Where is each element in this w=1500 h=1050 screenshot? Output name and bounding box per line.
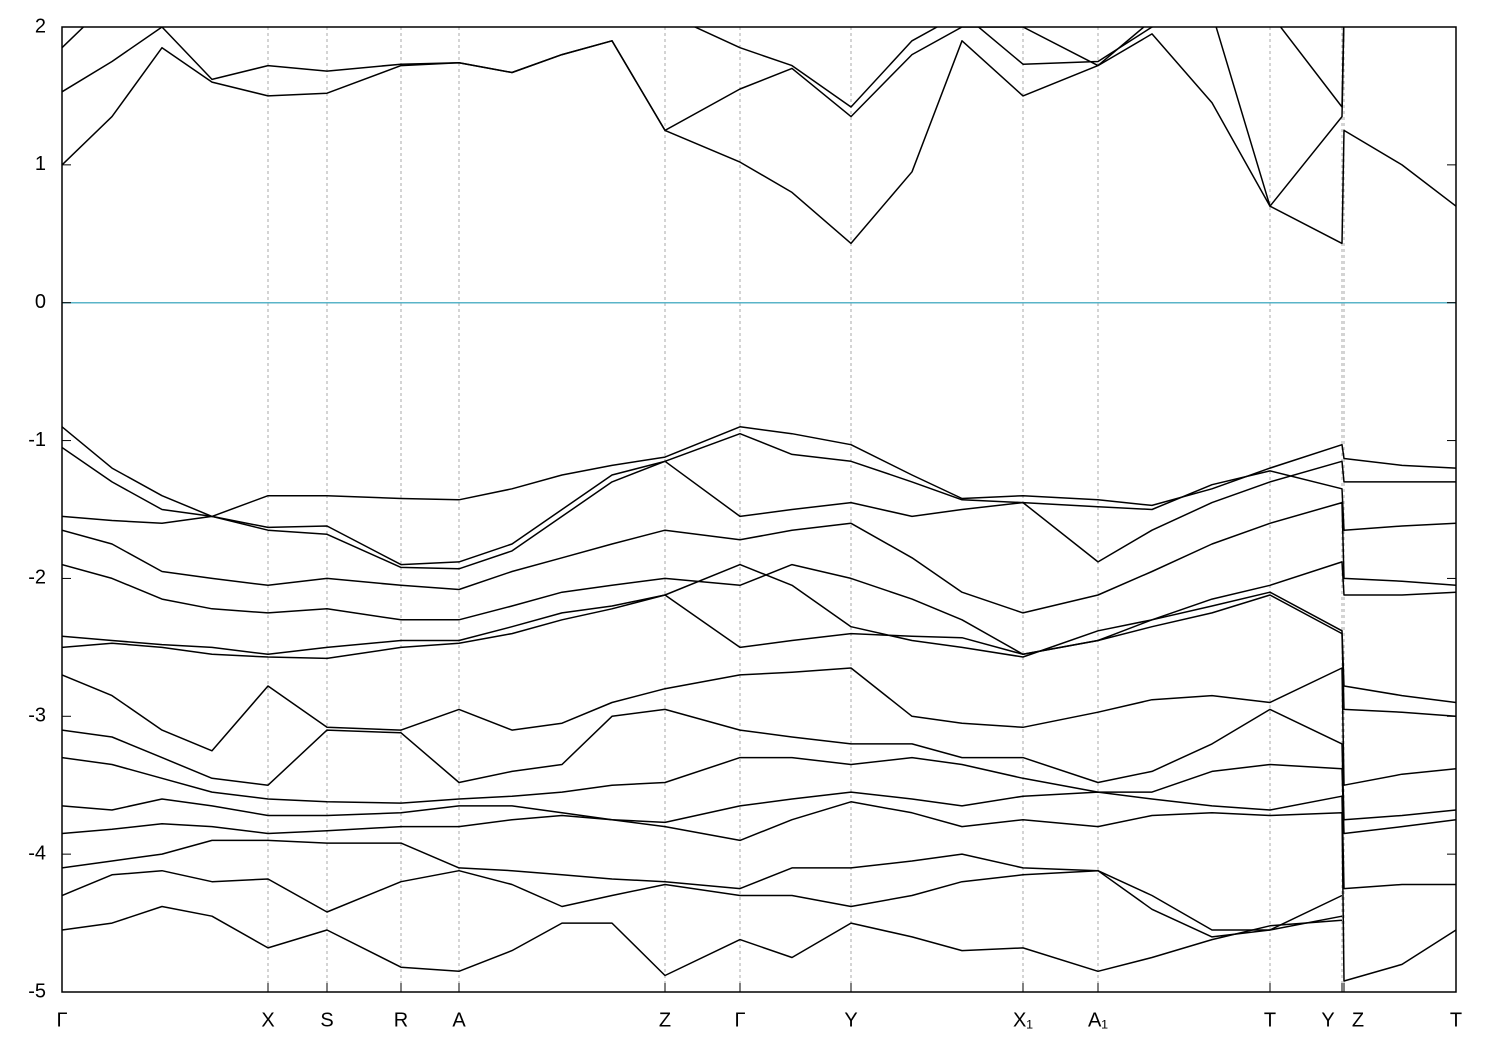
x-tick-label: Γ bbox=[734, 1009, 745, 1031]
y-tick-label: -3 bbox=[28, 705, 46, 727]
x-tick-label: X bbox=[261, 1009, 274, 1031]
axes-layer: 210-1-2-3-4-5Γ X S R A Z Γ Y X₁ A₁ T Y Z T bbox=[28, 15, 1462, 1031]
band-line bbox=[62, 432, 1456, 566]
y-tick-label: 1 bbox=[35, 153, 46, 175]
y-tick-label: -4 bbox=[28, 842, 46, 864]
x-tick-label: Z bbox=[1352, 1009, 1364, 1031]
x-tick-label: S bbox=[320, 1009, 333, 1031]
bands-layer bbox=[62, 27, 1456, 982]
y-tick-label: 2 bbox=[35, 15, 46, 37]
y-tick-label: -1 bbox=[28, 429, 46, 451]
band-line bbox=[62, 667, 1456, 786]
band-line bbox=[62, 33, 1456, 245]
band-line bbox=[62, 27, 1345, 108]
x-tick-label: Γ bbox=[56, 1009, 67, 1031]
x-tick-label: A bbox=[452, 1009, 466, 1031]
band-line bbox=[62, 756, 1456, 835]
band-line bbox=[62, 426, 1456, 518]
band-line bbox=[62, 839, 1343, 931]
x-tick-label: Y bbox=[844, 1009, 857, 1031]
band-line bbox=[62, 801, 1456, 982]
x-tick-label: R bbox=[394, 1009, 408, 1031]
band-line bbox=[62, 791, 1456, 890]
x-tick-label: T bbox=[1264, 1009, 1276, 1031]
x-tick-label: Y bbox=[1321, 1009, 1334, 1031]
x-tick-label: T bbox=[1450, 1009, 1462, 1031]
plot-frame bbox=[61, 26, 1457, 993]
y-tick-label: 0 bbox=[35, 291, 46, 313]
band-line bbox=[62, 561, 1456, 656]
x-tick-label: X₁ bbox=[1013, 1009, 1033, 1031]
band-line bbox=[62, 563, 1456, 704]
x-tick-label: A₁ bbox=[1088, 1009, 1108, 1031]
band-line bbox=[62, 594, 1456, 718]
band-line bbox=[62, 501, 1456, 614]
band-line bbox=[62, 905, 1343, 977]
x-tick-label: Z bbox=[659, 1009, 671, 1031]
grid-layer bbox=[61, 27, 1457, 992]
band-line bbox=[62, 869, 1343, 938]
band-line bbox=[62, 27, 1345, 207]
band-line bbox=[62, 708, 1456, 821]
band-line bbox=[62, 460, 1456, 570]
y-tick-label: -5 bbox=[28, 980, 46, 1002]
y-tick-label: -2 bbox=[28, 567, 46, 589]
